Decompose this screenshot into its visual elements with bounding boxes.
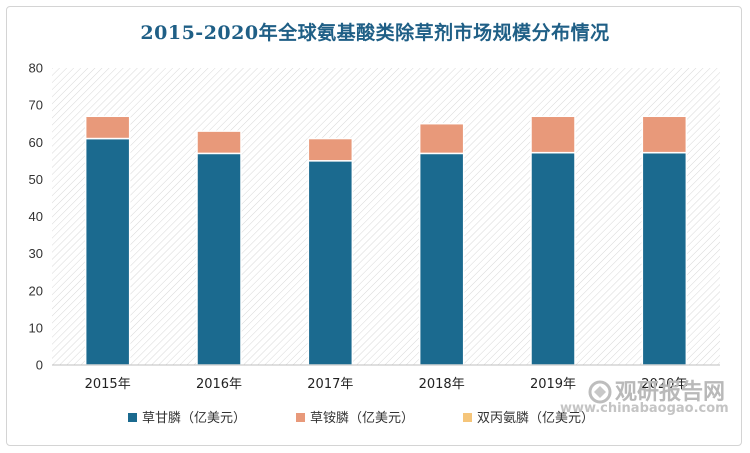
bar-segment xyxy=(84,137,131,366)
y-tick-label: 10 xyxy=(29,320,43,335)
y-tick-label: 40 xyxy=(29,209,43,224)
x-tick-label: 2016年 xyxy=(196,377,242,392)
x-tick-label: 2015年 xyxy=(85,377,131,392)
watermark-logo-mark-icon xyxy=(594,386,606,398)
legend-swatch xyxy=(463,413,472,422)
bar-segment xyxy=(418,152,465,366)
y-axis: 0 10 20 30 40 50 60 70 80 xyxy=(29,61,43,373)
legend-swatch xyxy=(128,413,137,422)
bar-segment xyxy=(196,130,242,155)
bar-segment xyxy=(196,152,242,366)
y-tick-label: 20 xyxy=(29,283,43,298)
y-tick-label: 50 xyxy=(29,172,43,187)
watermark-text: 观研报告网 xyxy=(615,380,725,405)
chart-title: 2015-2020年全球氨基酸类除草剂市场规模分布情况 xyxy=(140,22,610,44)
legend-swatch xyxy=(296,413,305,422)
legend-label: 双丙氨膦（亿美元） xyxy=(477,411,594,426)
bar-segment xyxy=(418,122,465,155)
bar-segment xyxy=(530,151,576,366)
y-tick-label: 60 xyxy=(29,135,43,150)
y-tick-label: 70 xyxy=(29,98,43,113)
bar-segment xyxy=(307,137,354,162)
bar-segment xyxy=(307,160,354,366)
bar-segment xyxy=(641,115,688,154)
bar-segment xyxy=(530,115,576,154)
legend-label: 草铵膦（亿美元） xyxy=(310,411,414,426)
bar-segment xyxy=(641,151,688,366)
plot-area xyxy=(52,68,720,365)
legend-label: 草甘膦（亿美元） xyxy=(142,411,246,426)
bar-segment xyxy=(84,115,131,140)
x-tick-label: 2019年 xyxy=(530,377,576,392)
bars xyxy=(84,115,688,366)
watermark-logo-icon xyxy=(588,380,612,404)
y-tick-label: 30 xyxy=(29,246,43,261)
x-axis: 2015年 2016年 2017年 2018年 2019年 2020年 xyxy=(52,364,720,392)
y-tick-label: 80 xyxy=(29,61,43,76)
watermark-url: www.chinabaogao.com xyxy=(560,401,729,416)
x-tick-label: 2017年 xyxy=(307,377,353,392)
x-tick-label: 2020年 xyxy=(641,377,687,392)
y-tick-label: 0 xyxy=(36,358,43,373)
legend: 草甘膦（亿美元） 草铵膦（亿美元） 双丙氨膦（亿美元） xyxy=(128,411,594,426)
x-tick-label: 2018年 xyxy=(419,377,465,392)
